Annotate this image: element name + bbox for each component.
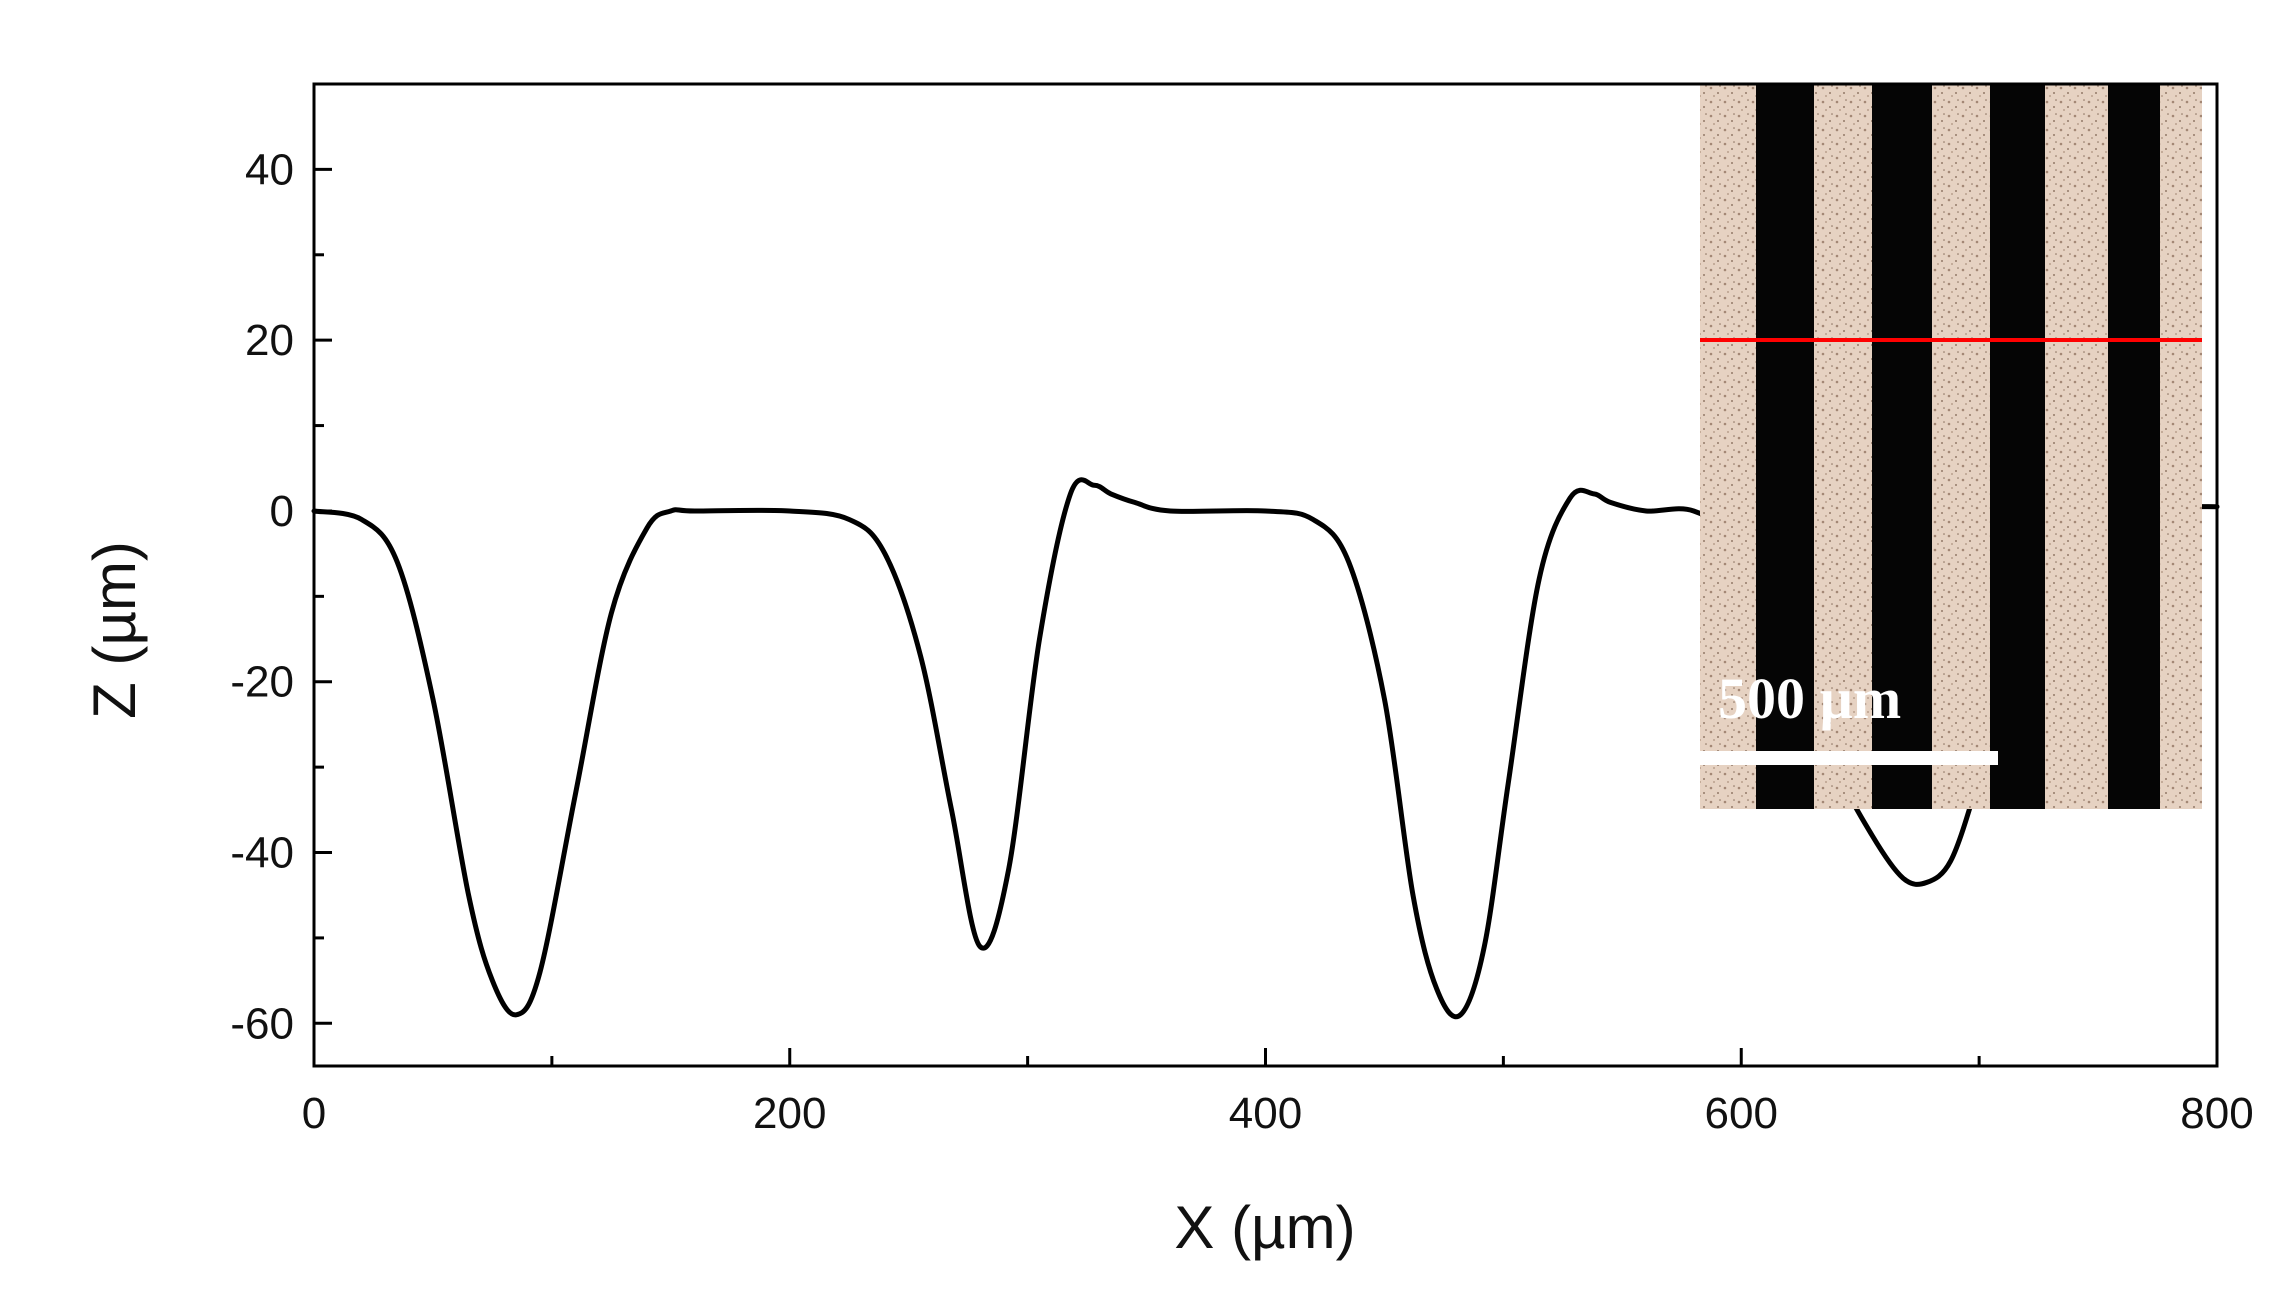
inset-groove-stripe	[1872, 84, 1932, 809]
x-axis-label: X (µm)	[1174, 1194, 1355, 1261]
surface-profile-line	[311, 477, 2220, 1020]
y-tick-label: -20	[230, 658, 294, 707]
inset-groove-stripe	[1990, 84, 2045, 809]
y-tick-label: 40	[245, 145, 294, 194]
y-axis-label: Z (µm)	[81, 541, 148, 719]
y-tick-label: 20	[245, 316, 294, 365]
x-tick-label: 800	[2180, 1089, 2253, 1138]
y-tick-label: -40	[230, 829, 294, 878]
y-tick-label: 0	[270, 487, 294, 536]
x-tick-label: 0	[302, 1089, 326, 1138]
x-axis-ticks: 0 200 400 600 800	[302, 1048, 2254, 1138]
scale-bar-label: 500 µm	[1718, 666, 1901, 731]
inset-groove-stripe	[1756, 84, 1814, 809]
inset-groove-stripe	[2108, 84, 2160, 809]
x-tick-label: 400	[1229, 1089, 1302, 1138]
scale-bar	[1700, 751, 1998, 765]
plot-area	[311, 477, 2220, 1020]
y-tick-label: -60	[230, 999, 294, 1048]
inset-grooves	[1756, 84, 2160, 809]
x-tick-label: 200	[753, 1089, 826, 1138]
x-tick-label: 600	[1705, 1089, 1778, 1138]
y-axis-ticks: 40 20 0 -20 -40 -60	[230, 145, 332, 1048]
inset-micrograph: 500 µm	[1700, 84, 2202, 809]
